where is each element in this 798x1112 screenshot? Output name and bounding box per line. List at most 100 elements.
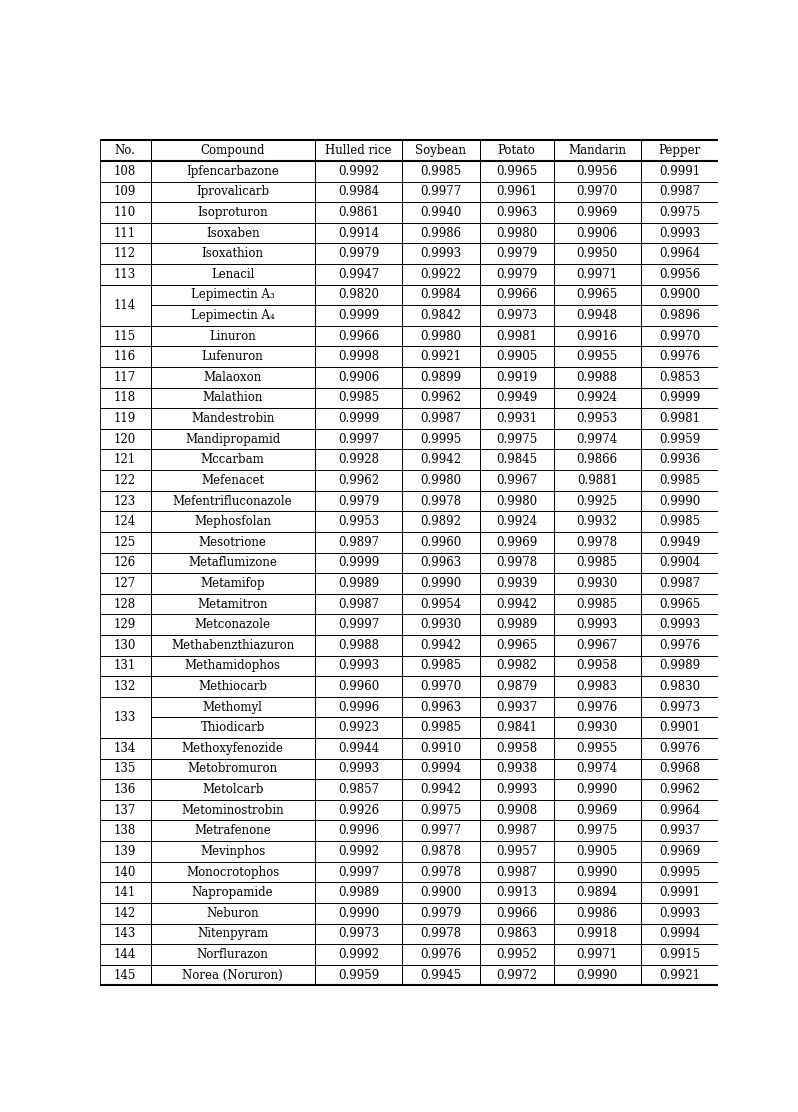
Text: 0.9904: 0.9904 — [659, 556, 700, 569]
Text: Nitenpyram: Nitenpyram — [197, 927, 268, 941]
Text: 0.9947: 0.9947 — [338, 268, 379, 280]
Text: 0.9962: 0.9962 — [338, 474, 379, 487]
Text: 0.9993: 0.9993 — [659, 618, 700, 632]
Text: 0.9960: 0.9960 — [338, 681, 379, 693]
Text: 0.9913: 0.9913 — [496, 886, 537, 900]
Text: 0.9970: 0.9970 — [421, 681, 461, 693]
Text: 0.9983: 0.9983 — [577, 681, 618, 693]
Text: Metolcarb: Metolcarb — [202, 783, 263, 796]
Text: 0.9999: 0.9999 — [338, 413, 379, 425]
Text: 0.9970: 0.9970 — [659, 329, 700, 342]
Text: Compound: Compound — [200, 145, 265, 157]
Text: Metrafenone: Metrafenone — [194, 824, 271, 837]
Text: 0.9910: 0.9910 — [421, 742, 461, 755]
Text: 0.9942: 0.9942 — [421, 454, 461, 466]
Text: 0.9965: 0.9965 — [577, 288, 618, 301]
Text: 0.9978: 0.9978 — [577, 536, 618, 548]
Text: 137: 137 — [114, 804, 136, 816]
Text: 0.9999: 0.9999 — [338, 309, 379, 322]
Text: 0.9993: 0.9993 — [421, 247, 461, 260]
Text: 0.9957: 0.9957 — [496, 845, 537, 858]
Text: 0.9979: 0.9979 — [496, 247, 537, 260]
Text: 0.9976: 0.9976 — [659, 350, 700, 364]
Text: 0.9932: 0.9932 — [577, 515, 618, 528]
Text: 0.9990: 0.9990 — [577, 969, 618, 982]
Text: 0.9981: 0.9981 — [659, 413, 700, 425]
Text: 119: 119 — [114, 413, 136, 425]
Text: 0.9984: 0.9984 — [421, 288, 461, 301]
Text: 0.9956: 0.9956 — [577, 165, 618, 178]
Text: 0.9978: 0.9978 — [421, 495, 461, 507]
Text: 0.9966: 0.9966 — [496, 288, 537, 301]
Text: 0.9963: 0.9963 — [421, 701, 461, 714]
Text: 0.9988: 0.9988 — [577, 370, 618, 384]
Text: 0.9984: 0.9984 — [338, 186, 379, 198]
Text: 122: 122 — [114, 474, 136, 487]
Text: 0.9960: 0.9960 — [421, 536, 461, 548]
Text: 0.9999: 0.9999 — [338, 556, 379, 569]
Text: 0.9857: 0.9857 — [338, 783, 379, 796]
Text: 0.9969: 0.9969 — [659, 845, 700, 858]
Text: 0.9986: 0.9986 — [421, 227, 461, 239]
Text: 123: 123 — [114, 495, 136, 507]
Text: 0.9993: 0.9993 — [659, 906, 700, 920]
Text: 135: 135 — [114, 763, 136, 775]
Text: 0.9906: 0.9906 — [338, 370, 379, 384]
Text: 0.9990: 0.9990 — [577, 865, 618, 878]
Text: 0.9995: 0.9995 — [659, 865, 700, 878]
Text: Metamitron: Metamitron — [197, 597, 268, 610]
Text: Methamidophos: Methamidophos — [184, 659, 281, 673]
Text: 0.9991: 0.9991 — [659, 165, 700, 178]
Text: Norflurazon: Norflurazon — [197, 949, 269, 961]
Text: 0.9965: 0.9965 — [496, 638, 537, 652]
Text: 0.9964: 0.9964 — [659, 247, 700, 260]
Text: Malathion: Malathion — [203, 391, 263, 405]
Text: 0.9985: 0.9985 — [421, 722, 461, 734]
Text: 0.9881: 0.9881 — [577, 474, 618, 487]
Text: 138: 138 — [114, 824, 136, 837]
Text: 0.9894: 0.9894 — [577, 886, 618, 900]
Text: 0.9915: 0.9915 — [659, 949, 700, 961]
Text: 0.9964: 0.9964 — [659, 804, 700, 816]
Text: 0.9959: 0.9959 — [338, 969, 379, 982]
Text: 0.9965: 0.9965 — [659, 597, 700, 610]
Text: 0.9979: 0.9979 — [421, 906, 461, 920]
Text: 0.9966: 0.9966 — [496, 906, 537, 920]
Text: Mandipropamid: Mandipropamid — [185, 433, 280, 446]
Text: 0.9918: 0.9918 — [577, 927, 618, 941]
Text: 0.9998: 0.9998 — [338, 350, 379, 364]
Text: 0.9978: 0.9978 — [421, 927, 461, 941]
Text: 0.9861: 0.9861 — [338, 206, 379, 219]
Text: 0.9905: 0.9905 — [577, 845, 618, 858]
Text: 132: 132 — [114, 681, 136, 693]
Text: 0.9990: 0.9990 — [421, 577, 461, 590]
Text: Ipfencarbazone: Ipfencarbazone — [186, 165, 279, 178]
Text: Isoproturon: Isoproturon — [197, 206, 268, 219]
Text: Metominostrobin: Metominostrobin — [181, 804, 284, 816]
Text: 0.9965: 0.9965 — [496, 165, 537, 178]
Text: 0.9985: 0.9985 — [659, 474, 700, 487]
Text: 0.9972: 0.9972 — [496, 969, 537, 982]
Text: 142: 142 — [114, 906, 136, 920]
Text: 0.9953: 0.9953 — [577, 413, 618, 425]
Text: 0.9900: 0.9900 — [421, 886, 461, 900]
Text: 0.9989: 0.9989 — [338, 886, 379, 900]
Text: 0.9980: 0.9980 — [421, 329, 461, 342]
Text: 0.9974: 0.9974 — [577, 763, 618, 775]
Text: 0.9995: 0.9995 — [421, 433, 461, 446]
Text: 0.9989: 0.9989 — [659, 659, 700, 673]
Text: 0.9989: 0.9989 — [496, 618, 537, 632]
Text: 111: 111 — [114, 227, 136, 239]
Text: 0.9897: 0.9897 — [338, 536, 379, 548]
Text: 0.9971: 0.9971 — [577, 949, 618, 961]
Text: 0.9976: 0.9976 — [421, 949, 461, 961]
Text: Lepimectin A₃: Lepimectin A₃ — [191, 288, 275, 301]
Text: 0.9969: 0.9969 — [496, 536, 537, 548]
Text: Iprovalicarb: Iprovalicarb — [196, 186, 269, 198]
Text: 0.9925: 0.9925 — [577, 495, 618, 507]
Text: 0.9928: 0.9928 — [338, 454, 379, 466]
Text: Pepper: Pepper — [658, 145, 701, 157]
Text: 126: 126 — [114, 556, 136, 569]
Text: 0.9905: 0.9905 — [496, 350, 537, 364]
Text: 0.9975: 0.9975 — [659, 206, 700, 219]
